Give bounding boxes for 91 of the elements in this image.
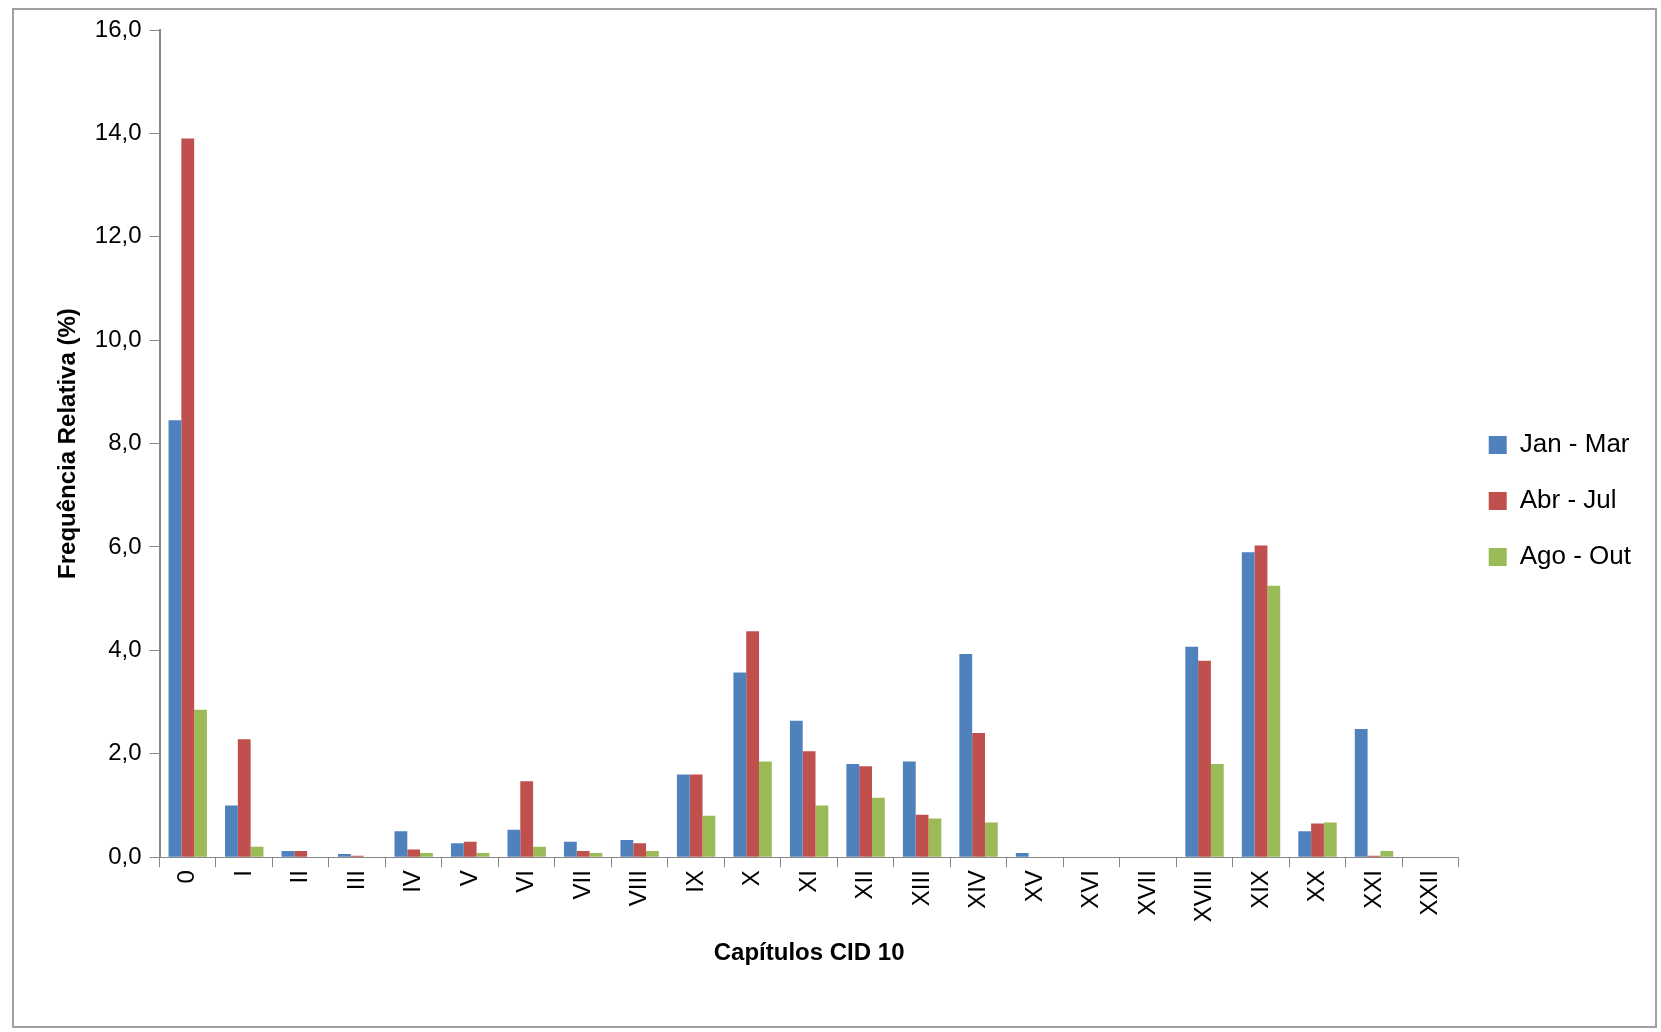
x-tick-label: XIX [1245, 870, 1273, 909]
bar [463, 841, 477, 857]
bar [1311, 823, 1324, 857]
bar [789, 720, 803, 857]
x-tick-label: V [454, 870, 482, 887]
bar [733, 672, 747, 857]
bar [872, 797, 885, 857]
bar [507, 829, 521, 857]
legend-label: Abr - Jul [1519, 484, 1617, 515]
x-tick-label: VI [511, 870, 539, 893]
bar [1185, 646, 1199, 857]
bar [1354, 728, 1368, 857]
bar [1267, 585, 1281, 857]
bar [520, 781, 534, 857]
bar [620, 840, 634, 857]
legend-label: Ago - Out [1519, 540, 1632, 571]
bar [902, 761, 916, 857]
y-tick-label: 16,0 [94, 14, 142, 42]
bar [394, 831, 408, 857]
bar [759, 761, 772, 857]
bar [450, 843, 464, 857]
bar [225, 805, 238, 857]
bar [1210, 764, 1224, 857]
x-tick-label: XI [793, 870, 821, 893]
bar [281, 850, 295, 857]
y-tick-label: 4,0 [108, 635, 142, 663]
bar [589, 853, 603, 857]
bar [972, 733, 985, 857]
x-tick-label: XXII [1415, 870, 1443, 916]
legend-label: Jan - Mar [1519, 428, 1630, 459]
bar [1254, 545, 1268, 857]
bar [250, 846, 264, 857]
x-tick-label: II [285, 870, 313, 884]
x-tick-label: XVI [1076, 870, 1104, 909]
y-tick-label: 12,0 [94, 221, 142, 249]
bar [633, 843, 647, 857]
bar [194, 709, 207, 857]
bar [959, 654, 973, 857]
bar [1198, 660, 1211, 857]
bar [815, 805, 829, 857]
y-tick-label: 6,0 [108, 531, 142, 559]
bar [407, 849, 421, 857]
bar [984, 822, 998, 857]
x-tick-label: XIV [963, 870, 991, 909]
bar [746, 631, 760, 857]
y-axis-title: Frequência Relativa (%) [53, 308, 81, 579]
bar [676, 774, 690, 857]
bar [1015, 853, 1029, 857]
x-tick-label: XII [850, 870, 878, 900]
y-tick-label: 10,0 [94, 324, 142, 352]
x-tick-label: III [341, 870, 369, 891]
bar [646, 850, 659, 857]
x-tick-label: XV [1019, 870, 1047, 903]
bar [476, 853, 490, 857]
bar [846, 764, 860, 857]
x-tick-label: IX [680, 870, 708, 893]
y-tick-label: 8,0 [108, 428, 142, 456]
bar [1323, 822, 1337, 857]
x-tick-label: IV [398, 870, 426, 893]
bar [237, 739, 251, 857]
bar [802, 751, 816, 857]
x-tick-label: 0 [172, 870, 200, 884]
x-tick-label: XVIII [1189, 870, 1217, 923]
bar [181, 138, 195, 857]
bar [294, 850, 308, 857]
x-tick-label: XVII [1132, 870, 1160, 916]
bar [1241, 552, 1255, 857]
x-axis-title: Capítulos CID 10 [713, 938, 905, 966]
x-tick-label: XX [1302, 870, 1330, 903]
x-tick-label: X [737, 870, 765, 887]
x-tick-label: VIII [624, 870, 652, 907]
bar [420, 853, 433, 857]
bar [563, 841, 577, 857]
x-tick-label: VII [567, 870, 595, 900]
bar [915, 814, 929, 857]
x-tick-label: XXI [1358, 870, 1386, 909]
y-tick-label: 14,0 [94, 118, 142, 146]
bar [928, 818, 942, 857]
x-tick-label: XIII [906, 870, 934, 907]
bar [1380, 850, 1394, 857]
bar [338, 854, 351, 857]
y-tick-label: 2,0 [108, 738, 142, 766]
bar [533, 846, 546, 857]
y-tick-label: 0,0 [108, 841, 142, 869]
bar [168, 420, 182, 857]
bar [576, 850, 590, 857]
bar [702, 815, 716, 857]
x-tick-label: I [228, 870, 256, 877]
bar [859, 766, 873, 857]
bar [689, 774, 703, 857]
bar [1298, 831, 1312, 857]
